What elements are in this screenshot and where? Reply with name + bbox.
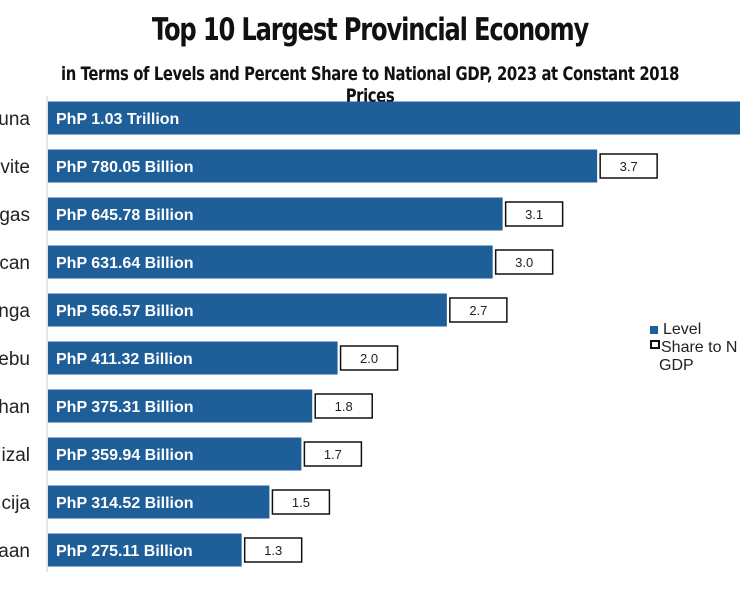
share-box	[504, 201, 564, 227]
share-data-label: 3.0	[515, 255, 533, 270]
legend: Level Share to N GDP	[650, 321, 737, 375]
share-data-label: 3.1	[525, 207, 543, 222]
legend-label-level: Level	[663, 321, 702, 338]
category-label: una	[0, 109, 30, 130]
share-box	[243, 537, 303, 563]
bar-data-label: PhP 375.31 Billion	[56, 399, 194, 416]
legend-label-share-cont: GDP	[659, 357, 694, 374]
bar-data-label: PhP 780.05 Billion	[56, 159, 194, 176]
bar-data-label: PhP 566.57 Billion	[56, 303, 194, 320]
bar-level	[48, 293, 447, 327]
bar-data-label: PhP 359.94 Billion	[56, 447, 194, 464]
category-label: cija	[1, 493, 30, 514]
category-label: gas	[0, 205, 30, 226]
legend-item-share: Share to N	[650, 339, 737, 357]
bar-data-label: PhP 1.03 Trillion	[56, 111, 179, 128]
share-box	[271, 489, 331, 515]
category-label: izal	[1, 445, 30, 466]
category-label: can	[0, 253, 30, 274]
bar-data-label: PhP 314.52 Billion	[56, 495, 194, 512]
share-box	[303, 441, 363, 467]
bar-level	[48, 149, 598, 183]
bar-level	[48, 245, 493, 279]
legend-swatch-share	[650, 339, 660, 349]
legend-item-level: Level	[650, 321, 737, 339]
share-box	[314, 393, 373, 419]
chart-title: Top 10 Largest Provincial Economy	[151, 12, 589, 48]
bar-level	[48, 533, 242, 567]
bar-level	[48, 389, 313, 423]
share-data-label: 3.7	[620, 159, 638, 174]
bar-level	[48, 101, 740, 135]
share-data-label: 1.8	[335, 399, 353, 414]
bar-level	[48, 437, 302, 471]
bar-data-label: PhP 631.64 Billion	[56, 255, 194, 272]
share-data-label: 2.0	[360, 351, 378, 366]
legend-label-share: Share to N	[661, 339, 738, 356]
bar-level	[48, 485, 270, 519]
share-box	[449, 297, 508, 323]
share-data-label: 1.3	[264, 543, 282, 558]
bar-data-label: PhP 645.78 Billion	[56, 207, 194, 224]
share-data-label: 1.7	[324, 447, 342, 462]
bar-level	[48, 197, 503, 231]
share-data-label: 2.7	[469, 303, 487, 318]
category-label: han	[0, 397, 30, 418]
legend-swatch-level	[650, 326, 658, 334]
category-label: vite	[0, 157, 30, 178]
share-box	[494, 249, 554, 275]
share-data-label: 1.5	[292, 495, 310, 510]
category-label: nga	[0, 301, 30, 322]
bar-data-label: PhP 411.32 Billion	[56, 351, 193, 368]
category-label: aan	[0, 541, 30, 562]
bar-level	[48, 341, 338, 375]
legend-item-share-cont: GDP	[650, 357, 737, 375]
bar-data-label: PhP 275.11 Billion	[56, 543, 193, 560]
share-box	[339, 345, 399, 371]
category-label: ebu	[0, 349, 30, 370]
share-box	[599, 153, 658, 179]
